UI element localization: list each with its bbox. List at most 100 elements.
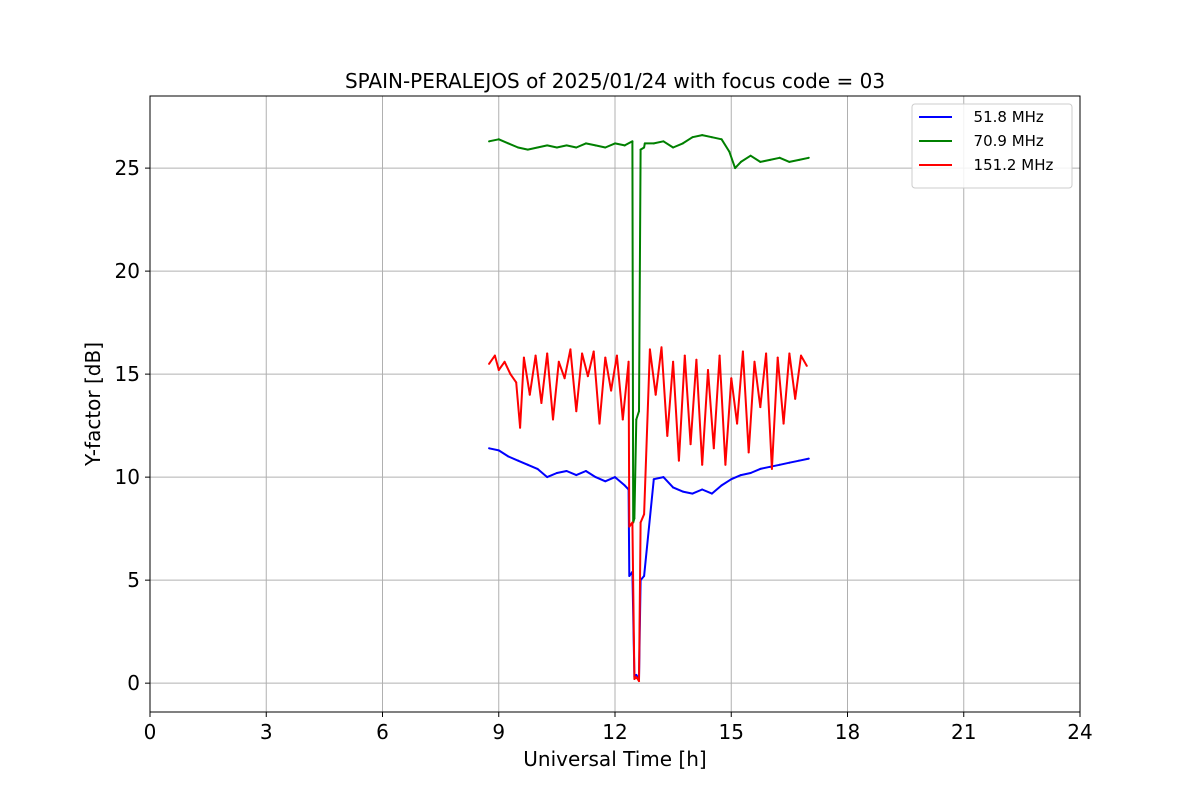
data-point: [575, 474, 578, 477]
y-tick-label: 20: [115, 259, 140, 283]
x-tick-label: 15: [719, 720, 744, 744]
data-point: [633, 517, 636, 520]
data-point: [565, 469, 568, 472]
data-point: [639, 521, 642, 524]
data-point: [759, 467, 762, 470]
data-point: [497, 449, 500, 452]
data-point: [666, 434, 669, 437]
series-line-2: [488, 134, 810, 524]
data-point: [769, 158, 771, 161]
data-point: [507, 142, 510, 145]
data-point: [628, 525, 631, 528]
data-point: [621, 418, 624, 421]
data-point: [776, 356, 779, 359]
data-point: [497, 138, 500, 141]
data-point: [672, 486, 675, 489]
data-point: [643, 142, 646, 145]
x-tick-label: 9: [492, 720, 505, 744]
data-point: [604, 356, 607, 359]
data-point: [736, 422, 739, 425]
data-point: [594, 144, 597, 147]
data-point: [672, 146, 675, 149]
data-point: [643, 575, 646, 578]
legend: 51.8 MHz 70.9 MHz 151.2 MHz: [911, 103, 1073, 189]
y-tick-label: 0: [127, 671, 140, 695]
data-point: [581, 352, 584, 355]
x-tick-label: 0: [144, 720, 157, 744]
data-point: [517, 146, 520, 149]
data-point: [627, 360, 630, 363]
data-point: [639, 148, 642, 151]
x-tick-label: 3: [260, 720, 273, 744]
data-point: [592, 350, 595, 353]
data-point: [681, 490, 684, 493]
data-point: [662, 476, 665, 479]
data-point: [598, 422, 601, 425]
data-point: [488, 447, 491, 450]
data-point: [770, 467, 773, 470]
data-point: [497, 369, 500, 372]
data-point: [519, 426, 522, 429]
data-point: [488, 362, 491, 365]
data-point: [623, 144, 626, 147]
data-point: [720, 138, 723, 141]
data-point: [575, 410, 578, 413]
data-point: [488, 140, 491, 143]
data-point: [546, 476, 549, 479]
data-point: [565, 144, 568, 147]
series-line-3: [488, 346, 808, 683]
legend-label: 151.2 MHz: [964, 156, 1053, 174]
y-tick-label: 15: [115, 362, 140, 386]
data-point: [759, 160, 762, 163]
y-tick-label: 10: [115, 465, 140, 489]
data-point: [546, 144, 549, 147]
data-point: [515, 381, 518, 384]
data-point: [753, 360, 756, 363]
data-point: [782, 422, 785, 425]
data-point: [788, 461, 791, 464]
data-point: [759, 406, 762, 409]
data-point: [631, 140, 634, 143]
data-point: [635, 418, 638, 421]
data-point: [614, 142, 616, 145]
series-line-1: [488, 447, 810, 680]
data-point: [701, 463, 704, 466]
data-point: [807, 156, 810, 159]
data-point: [526, 463, 529, 466]
data-point: [528, 393, 531, 396]
data-point: [660, 346, 663, 349]
data-point: [614, 476, 616, 479]
data-point: [691, 136, 694, 139]
data-point: [730, 377, 733, 380]
y-tick-label: 25: [115, 156, 140, 180]
data-point: [557, 360, 560, 363]
x-tick-label: 12: [602, 720, 627, 744]
data-point: [654, 393, 657, 396]
data-point: [691, 492, 694, 495]
data-point: [778, 156, 781, 159]
data-point: [604, 146, 607, 149]
x-tick-label: 24: [1067, 720, 1092, 744]
axis-ticks: 0 3 6 9 12 15 18 21 24 0 5 10 15 20 25: [115, 156, 1093, 744]
y-tick-label: 5: [127, 568, 140, 592]
data-point: [794, 397, 797, 400]
legend-label: 70.9 MHz: [964, 132, 1044, 150]
data-point: [741, 350, 744, 353]
data-point: [563, 377, 566, 380]
data-point: [805, 364, 808, 367]
data-point: [522, 356, 525, 359]
data-point: [584, 142, 587, 145]
data-point: [730, 478, 733, 481]
data-point: [635, 673, 638, 676]
chart-title: SPAIN-PERALEJOS of 2025/01/24 with focus…: [345, 69, 885, 93]
data-point: [552, 418, 554, 421]
data-point: [788, 352, 791, 355]
data-point: [734, 167, 737, 170]
data-point: [798, 158, 801, 161]
data-point: [635, 675, 638, 678]
legend-label: 51.8 MHz: [964, 108, 1044, 126]
data-point: [710, 136, 713, 139]
data-point: [586, 375, 589, 378]
data-point: [509, 373, 512, 376]
